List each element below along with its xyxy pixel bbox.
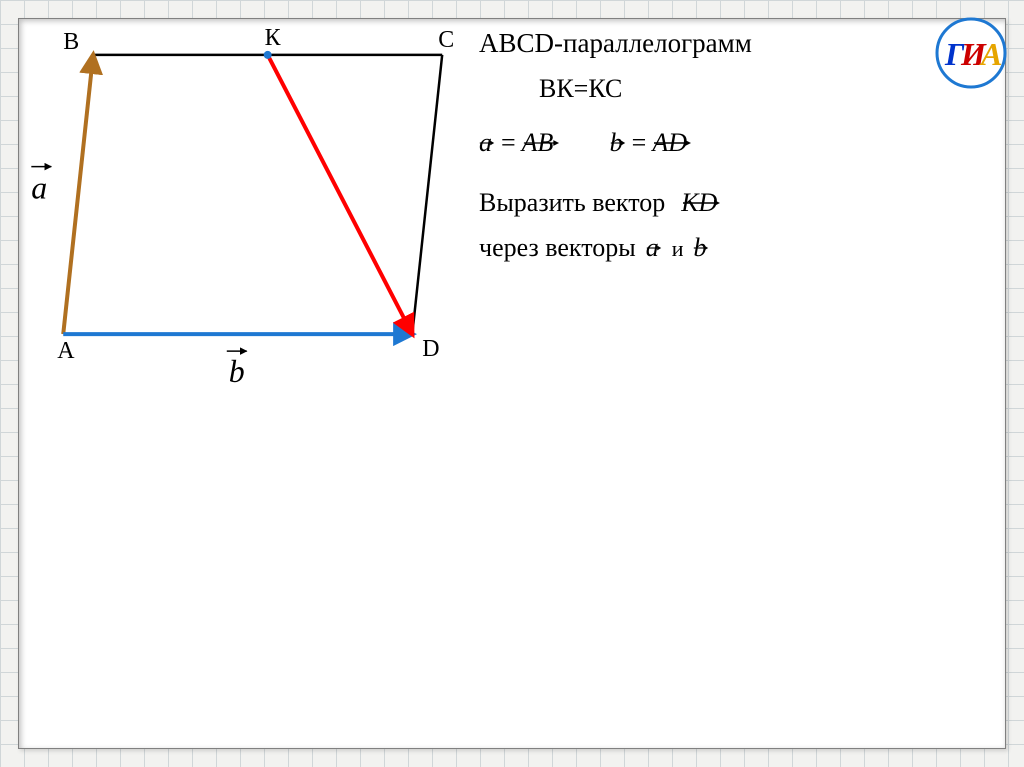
svg-text:А: А xyxy=(979,36,1002,72)
bk-eq-kc: ВК=КС xyxy=(539,69,622,109)
task-line1: Выразить вектор xyxy=(479,183,665,223)
eq-b: b = AD xyxy=(610,123,693,163)
task-vector-kd: КD xyxy=(681,183,721,223)
label-k-point: К xyxy=(265,25,282,51)
label-vector-a: a xyxy=(31,167,51,206)
vector-a xyxy=(63,55,93,334)
title-text: АВСD-параллелограмм xyxy=(479,23,752,65)
task-line2: через векторы xyxy=(479,228,636,268)
label-d-point: D xyxy=(422,336,439,362)
svg-text:b: b xyxy=(229,354,245,389)
point-k xyxy=(264,51,272,59)
gia-logo-icon: Г И А xyxy=(931,13,1011,93)
and-text: и xyxy=(672,232,684,266)
label-c-point: C xyxy=(438,27,454,53)
task-vec-b: b xyxy=(693,228,709,268)
svg-text:a: a xyxy=(31,171,47,206)
task-vec-a: a xyxy=(646,228,662,268)
problem-text: АВСD-параллелограмм ВК=КС a = AB b xyxy=(479,19,995,272)
label-vector-b: b xyxy=(227,351,247,389)
label-a-point: A xyxy=(57,338,75,364)
content-panel: A B C D К a b АВСD-параллелограмм ВК=КС … xyxy=(18,18,1006,749)
label-b-point: B xyxy=(63,29,79,55)
eq-a: a = AB xyxy=(479,123,560,163)
vector-kd xyxy=(268,55,413,334)
segment-cd xyxy=(412,55,442,334)
